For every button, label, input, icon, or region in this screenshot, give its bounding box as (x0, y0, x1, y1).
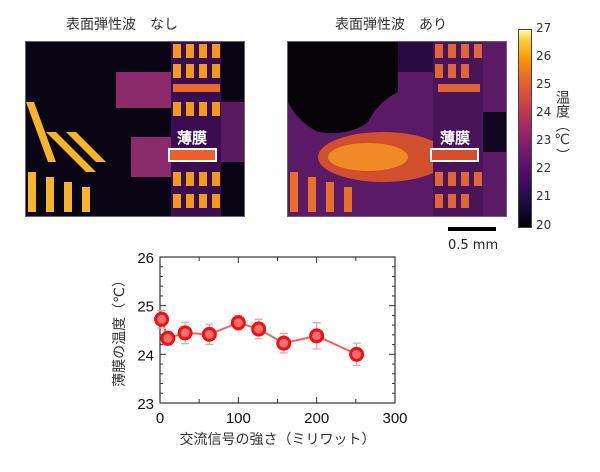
data-point (309, 328, 325, 344)
x-tick-label: 200 (304, 410, 329, 427)
colorbar-tick: 21 (536, 189, 552, 203)
colorbar-tick: 25 (536, 77, 552, 91)
y-tick-label: 26 (137, 250, 154, 267)
colorbar (518, 29, 532, 228)
right-film-label: 薄膜 (440, 129, 471, 147)
left-film-label: 薄膜 (177, 129, 208, 147)
right-film-box (430, 148, 479, 162)
x-tick-label: 300 (382, 410, 407, 427)
colorbar-tick: 26 (536, 49, 552, 63)
colorbar-tick: 23 (536, 133, 552, 147)
colorbar-tick: 24 (536, 105, 552, 119)
scale-bar (448, 227, 496, 231)
plot-frame (159, 256, 396, 404)
data-point (349, 346, 365, 362)
data-point (154, 311, 170, 327)
colorbar-tick: 20 (536, 218, 552, 232)
y-tick-label: 24 (137, 347, 154, 364)
y-tick-label: 25 (137, 299, 154, 316)
left-panel-title: 表面弾性波 なし (66, 17, 178, 33)
data-point (230, 315, 246, 331)
colorbar-tick: 22 (536, 161, 552, 175)
heatmap-without-saw (25, 41, 245, 217)
x-axis-label: 交流信号の強さ（ミリワット） (180, 431, 376, 448)
colorbar-label: 温度（℃） (554, 90, 570, 162)
data-point (160, 330, 176, 346)
data-point (177, 325, 193, 341)
data-point (276, 335, 292, 351)
scale-bar-label: 0.5 mm (448, 238, 499, 253)
y-tick-label: 23 (137, 396, 154, 413)
left-film-box (168, 148, 217, 162)
data-point (251, 321, 267, 337)
colorbar-tick: 27 (536, 21, 552, 35)
y-axis-label: 薄膜の温度（℃） (112, 273, 128, 387)
data-point (201, 326, 217, 342)
heatmap-with-saw (287, 41, 507, 217)
right-panel-title: 表面弾性波 あり (335, 17, 447, 33)
x-tick-label: 0 (156, 410, 164, 427)
x-tick-label: 100 (226, 410, 251, 427)
